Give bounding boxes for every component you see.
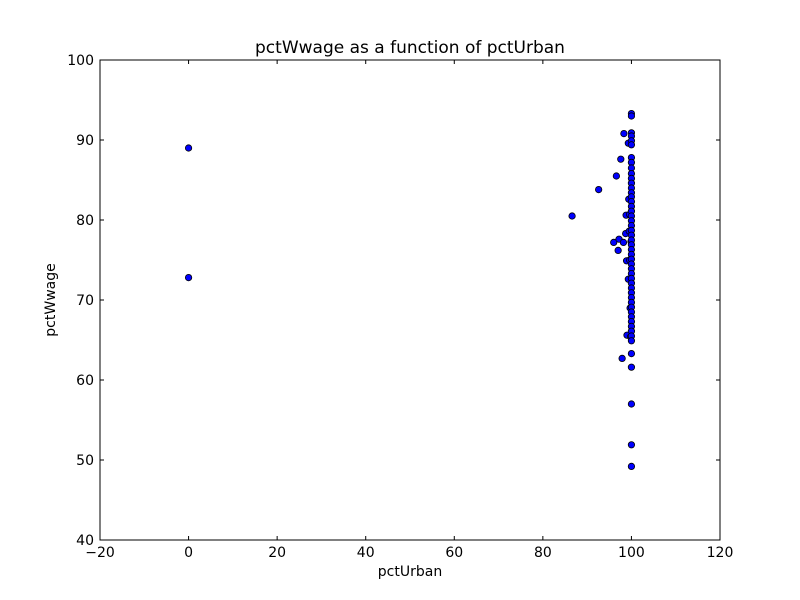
- x-tick-label: 100: [618, 545, 645, 561]
- y-tick-label: 100: [67, 53, 94, 69]
- data-point: [627, 337, 636, 345]
- plot-area: −20 0 20 40 60 80 100 120 40 50 60 70 80 90 100: [67, 53, 733, 561]
- y-tick-label: 60: [76, 373, 94, 389]
- data-point: [595, 186, 603, 194]
- x-tick-label: 0: [184, 545, 193, 561]
- y-tick-label: 70: [76, 293, 94, 309]
- data-point: [627, 441, 636, 449]
- data-point: [627, 112, 636, 120]
- data-point: [618, 354, 626, 362]
- data-point: [620, 130, 628, 138]
- data-point: [627, 363, 636, 371]
- x-tick-label: 40: [357, 545, 375, 561]
- x-tick-label: 60: [445, 545, 463, 561]
- data-point: [627, 141, 636, 149]
- x-tick-label: 120: [707, 545, 734, 561]
- data-point: [184, 273, 193, 282]
- plot-frame: [99, 59, 721, 541]
- data-point: [610, 238, 618, 246]
- x-tick-label: −20: [85, 545, 115, 561]
- x-axis-label: pctUrban: [378, 564, 442, 580]
- x-tick-label: 80: [534, 545, 552, 561]
- y-axis-label: pctWwage: [43, 263, 59, 336]
- x-tick-label: 20: [268, 545, 286, 561]
- data-point: [619, 238, 628, 246]
- data-point: [568, 212, 576, 220]
- data-points: [184, 110, 636, 470]
- data-point: [627, 462, 636, 470]
- data-point: [627, 349, 636, 358]
- y-tick-label: 40: [76, 533, 94, 549]
- y-tick-label: 80: [76, 213, 94, 229]
- data-point: [184, 144, 193, 152]
- y-tick-label: 90: [76, 133, 94, 149]
- axis-ticks: −20 0 20 40 60 80 100 120 40 50 60 70 80 90 100: [67, 53, 733, 561]
- data-point: [627, 400, 636, 408]
- y-tick-label: 50: [76, 453, 94, 469]
- data-point: [614, 246, 622, 254]
- data-point: [612, 172, 620, 180]
- data-point: [617, 155, 625, 163]
- chart-title: pctWwage as a function of pctUrban: [255, 38, 565, 58]
